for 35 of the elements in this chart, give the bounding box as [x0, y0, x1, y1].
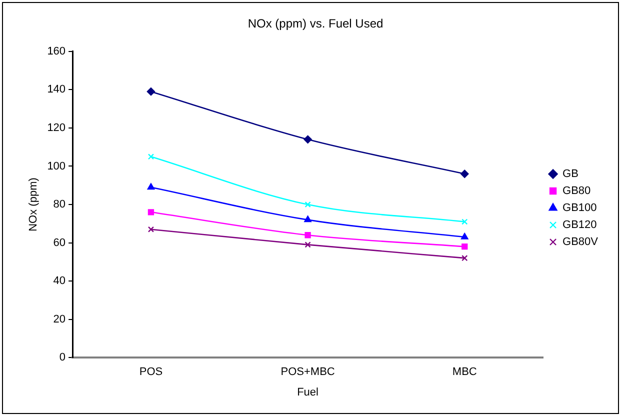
y-tick-label: 80 — [53, 198, 66, 211]
point — [460, 232, 468, 240]
point — [462, 255, 468, 262]
point — [462, 244, 468, 250]
point — [304, 135, 312, 144]
point — [304, 242, 311, 248]
y-tick-label: 40 — [53, 275, 66, 288]
legend-label: GB100 — [562, 202, 597, 214]
y-tick-label: 120 — [47, 122, 66, 134]
point — [148, 154, 154, 160]
y-tick-label: 100 — [47, 160, 66, 172]
point — [304, 201, 311, 208]
point — [304, 232, 311, 238]
legend-label: GB120 — [562, 219, 597, 232]
y-tick-label: 0 — [59, 352, 66, 364]
point — [147, 183, 155, 190]
legend-label: GB — [562, 168, 578, 180]
x-tick-label: POS+MBC — [280, 366, 335, 378]
point — [460, 170, 469, 178]
y-tick-label: 140 — [47, 84, 66, 96]
legend-label: GB80 — [562, 185, 591, 198]
point — [462, 218, 468, 225]
point — [304, 216, 312, 222]
y-axis-title: NOx (ppm) — [28, 178, 40, 232]
chart-title: NOx (ppm) vs. Fuel Used — [248, 16, 384, 31]
x-axis-title: Fuel — [297, 386, 318, 398]
y-tick-label: 60 — [53, 236, 66, 249]
x-tick-label: MBC — [452, 366, 477, 378]
point — [148, 226, 154, 232]
legend-label: GB80V — [562, 236, 599, 248]
x-tick-label: POS — [139, 366, 163, 378]
y-tick-label: 160 — [47, 45, 66, 58]
point — [146, 87, 156, 96]
point — [148, 209, 154, 216]
y-tick-label: 20 — [53, 313, 66, 326]
